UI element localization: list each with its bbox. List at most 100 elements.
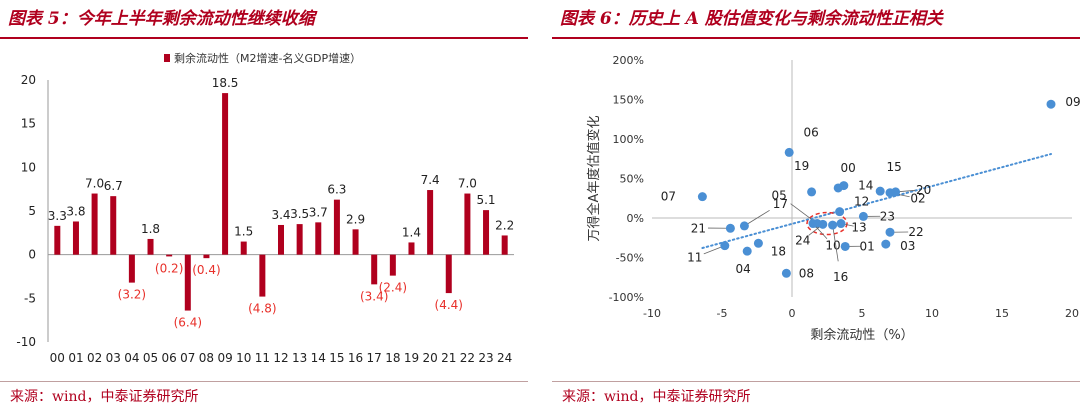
point-label: 12: [854, 195, 869, 209]
left-chart-title: 图表 5：今年上半年剩余流动性继续收缩: [8, 9, 315, 29]
scatter-chart: -100%-50%0%50%100%150%200%-10 -5 0 5 10 15 20剩…: [586, 54, 1080, 343]
right-source-note: 来源：wind，中泰证券研究所: [562, 389, 751, 405]
bar: [54, 225, 61, 255]
y-tick-label: 100%: [613, 133, 644, 146]
point-label: 10: [825, 239, 840, 253]
x-tick-label: 22: [460, 351, 475, 365]
point-label: 18: [771, 244, 786, 258]
x-tick-label: 12: [273, 351, 288, 365]
x-tick-label: 08: [199, 351, 214, 365]
scatter-point: [697, 192, 707, 202]
scatter-point: [885, 227, 895, 237]
scatter-point: [891, 187, 901, 197]
scatter-point: [836, 219, 846, 229]
legend-swatch: [164, 54, 170, 62]
bar-data-label: 3.8: [66, 204, 85, 218]
y-tick-label: 5: [28, 204, 36, 218]
x-tick-label: 14: [311, 351, 326, 365]
bar-data-label: (2.4): [379, 281, 407, 295]
x-tick-label: 23: [478, 351, 493, 365]
point-label: 16: [833, 270, 848, 284]
bar: [389, 254, 396, 276]
point-label: 08: [799, 266, 814, 280]
point-label: 24: [795, 233, 810, 247]
x-tick-label: 06: [162, 351, 177, 365]
x-tick-label: 5: [859, 307, 866, 320]
bar-data-label: 3.5: [290, 207, 309, 221]
point-label: 14: [858, 179, 873, 193]
scatter-point: [875, 186, 885, 196]
x-tick-label: 16: [348, 351, 363, 365]
left-title-rule: [0, 37, 528, 39]
scatter-point: [720, 241, 730, 251]
scatter-point: [807, 187, 817, 197]
bar: [91, 193, 98, 255]
point-label: 07: [661, 190, 676, 204]
scatter-point: [1046, 99, 1056, 109]
scatter-point: [742, 246, 752, 256]
x-tick-label: 05: [143, 351, 158, 365]
point-label: 04: [736, 262, 751, 276]
point-label: 02: [910, 192, 925, 206]
point-label: 21: [691, 221, 706, 235]
point-label: 20: [916, 183, 931, 197]
right-chart-title: 图表 6：历史上 A 股估值变化与剩余流动性正相关: [560, 9, 943, 29]
bar: [315, 222, 322, 255]
bar: [296, 224, 303, 255]
bar-data-label: 2.9: [346, 212, 365, 226]
point-label: 09: [1065, 95, 1080, 109]
scatter-point: [725, 223, 735, 233]
x-tick-label: -10: [643, 307, 661, 320]
x-tick-label: 02: [87, 351, 102, 365]
x-tick-label: 04: [124, 351, 139, 365]
bar-data-label: (4.8): [248, 302, 276, 316]
bar-data-label: 2.2: [495, 218, 514, 232]
y-tick-label: -50%: [616, 252, 644, 265]
x-tick-label: 20: [1065, 307, 1079, 320]
bar-data-label: 5.1: [476, 193, 495, 207]
bar: [128, 254, 135, 283]
x-tick-label: 15: [995, 307, 1009, 320]
bar-data-label: 1.5: [234, 225, 253, 239]
x-tick-label: 07: [180, 351, 195, 365]
x-tick-label: 00: [50, 351, 65, 365]
bar: [371, 254, 378, 285]
y-tick-label: -5: [24, 291, 36, 305]
x-tick-label: 24: [497, 351, 512, 365]
bar: [408, 242, 415, 255]
bar-data-label: 1.8: [141, 222, 160, 236]
x-tick-label: 21: [441, 351, 456, 365]
scatter-point: [784, 147, 794, 157]
y-tick-label: 10: [21, 160, 36, 174]
highlight-ellipse: [806, 211, 848, 236]
x-tick-label: 11: [255, 351, 270, 365]
point-label: 23: [880, 209, 895, 223]
bar-data-label: 3.7: [309, 205, 328, 219]
x-tick-label: 17: [367, 351, 382, 365]
bar: [72, 221, 79, 255]
x-tick-label: 0: [789, 307, 796, 320]
right-chart-panel: 图表 6：历史上 A 股估值变化与剩余流动性正相关 -100% -50% 0% 50%…: [552, 0, 1080, 411]
point-label: 11: [687, 251, 702, 265]
y-tick-label: 150%: [613, 94, 644, 107]
bar: [501, 235, 508, 255]
x-tick-label: 15: [329, 351, 344, 365]
scatter-point: [835, 207, 845, 217]
bar: [445, 254, 452, 294]
bar: [147, 238, 154, 255]
y-tick-label: 15: [21, 117, 36, 131]
x-tick-label: 01: [68, 351, 83, 365]
scatter-point: [808, 219, 818, 229]
bar-chart: 剩余流动性（M2增速-名义GDP增速）-10-5051015203.3003.8…: [16, 51, 514, 365]
bar-data-label: 7.0: [85, 177, 104, 191]
bar-data-label: (3.2): [118, 288, 146, 302]
bar-data-label: 6.3: [327, 183, 346, 197]
y-tick-label: 0%: [627, 212, 644, 225]
x-tick-label: -5: [717, 307, 728, 320]
y-tick-label: 0: [28, 248, 36, 262]
bar-data-label: 3.3: [48, 209, 67, 223]
bar-data-label: 6.7: [104, 179, 123, 193]
bar-data-label: (4.4): [435, 298, 463, 312]
left-source-rule: [0, 381, 528, 382]
bar: [483, 210, 490, 255]
